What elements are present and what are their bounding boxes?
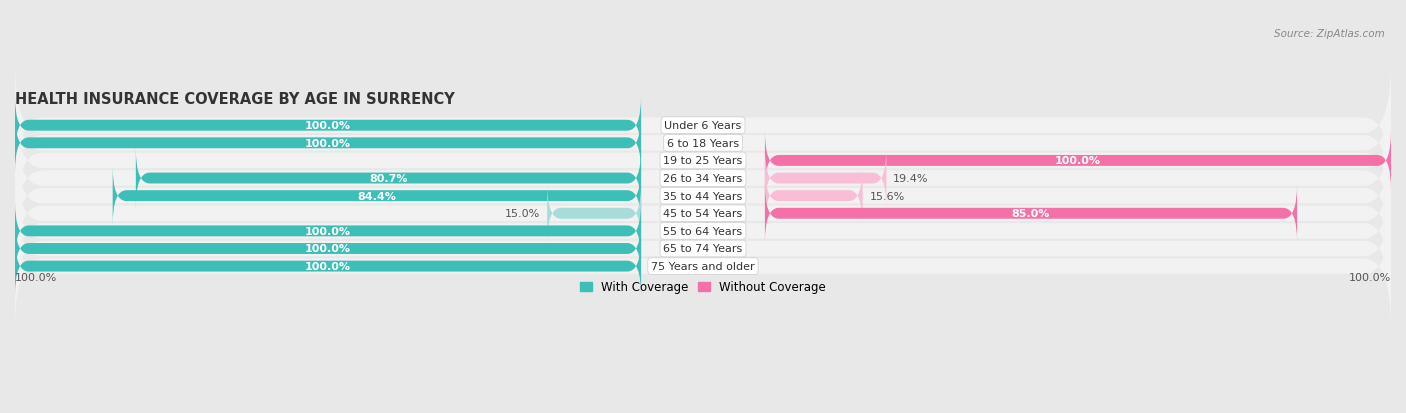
Text: 100.0%: 100.0% bbox=[15, 272, 58, 282]
FancyBboxPatch shape bbox=[15, 219, 641, 279]
FancyBboxPatch shape bbox=[15, 116, 1391, 241]
Text: 100.0%: 100.0% bbox=[305, 261, 352, 271]
Text: 85.0%: 85.0% bbox=[1012, 209, 1050, 219]
Text: 19.4%: 19.4% bbox=[893, 173, 929, 184]
FancyBboxPatch shape bbox=[136, 149, 641, 208]
FancyBboxPatch shape bbox=[15, 96, 641, 156]
Text: 100.0%: 100.0% bbox=[305, 121, 352, 131]
FancyBboxPatch shape bbox=[547, 184, 641, 243]
Text: 80.7%: 80.7% bbox=[370, 173, 408, 184]
Text: 65 to 74 Years: 65 to 74 Years bbox=[664, 244, 742, 254]
Text: 35 to 44 Years: 35 to 44 Years bbox=[664, 191, 742, 201]
Text: 84.4%: 84.4% bbox=[357, 191, 396, 201]
Text: HEALTH INSURANCE COVERAGE BY AGE IN SURRENCY: HEALTH INSURANCE COVERAGE BY AGE IN SURR… bbox=[15, 91, 454, 107]
Text: 19 to 25 Years: 19 to 25 Years bbox=[664, 156, 742, 166]
FancyBboxPatch shape bbox=[765, 149, 886, 208]
FancyBboxPatch shape bbox=[15, 98, 1391, 223]
Text: Source: ZipAtlas.com: Source: ZipAtlas.com bbox=[1274, 29, 1385, 39]
Text: 75 Years and older: 75 Years and older bbox=[651, 261, 755, 271]
FancyBboxPatch shape bbox=[15, 186, 1391, 311]
Text: 26 to 34 Years: 26 to 34 Years bbox=[664, 173, 742, 184]
FancyBboxPatch shape bbox=[15, 151, 1391, 276]
FancyBboxPatch shape bbox=[15, 81, 1391, 206]
FancyBboxPatch shape bbox=[765, 166, 863, 226]
Text: 100.0%: 100.0% bbox=[1054, 156, 1101, 166]
Text: 15.0%: 15.0% bbox=[505, 209, 540, 219]
Text: 45 to 54 Years: 45 to 54 Years bbox=[664, 209, 742, 219]
FancyBboxPatch shape bbox=[112, 166, 641, 226]
Text: 100.0%: 100.0% bbox=[1348, 272, 1391, 282]
FancyBboxPatch shape bbox=[15, 237, 641, 296]
FancyBboxPatch shape bbox=[765, 131, 1391, 191]
Text: 55 to 64 Years: 55 to 64 Years bbox=[664, 226, 742, 236]
Text: 100.0%: 100.0% bbox=[305, 226, 352, 236]
FancyBboxPatch shape bbox=[15, 134, 1391, 259]
FancyBboxPatch shape bbox=[765, 184, 1298, 243]
Text: 15.6%: 15.6% bbox=[869, 191, 904, 201]
FancyBboxPatch shape bbox=[15, 114, 641, 173]
Text: Under 6 Years: Under 6 Years bbox=[665, 121, 741, 131]
Legend: With Coverage, Without Coverage: With Coverage, Without Coverage bbox=[575, 276, 831, 298]
FancyBboxPatch shape bbox=[15, 202, 641, 261]
Text: 6 to 18 Years: 6 to 18 Years bbox=[666, 138, 740, 148]
FancyBboxPatch shape bbox=[15, 204, 1391, 329]
Text: 100.0%: 100.0% bbox=[305, 244, 352, 254]
Text: 100.0%: 100.0% bbox=[305, 138, 352, 148]
FancyBboxPatch shape bbox=[15, 63, 1391, 188]
FancyBboxPatch shape bbox=[15, 169, 1391, 294]
